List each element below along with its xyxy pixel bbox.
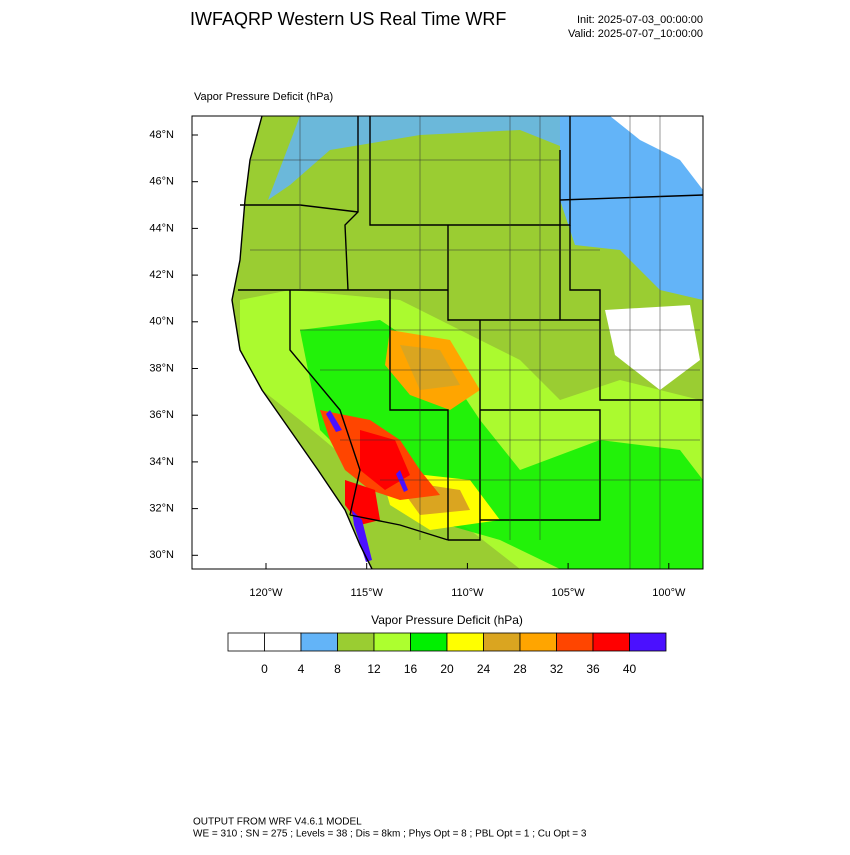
lon-label: 110°W [451,587,484,599]
colorbar-label: 40 [623,662,637,676]
colorbar-label: 8 [334,662,341,676]
lat-label: 34°N [149,456,174,468]
lat-label: 32°N [149,503,174,515]
colorbar-label: 0 [261,662,268,676]
valid-time: Valid: 2025-07-07_10:00:00 [568,28,703,40]
colorbar-title: Vapor Pressure Deficit (hPa) [371,613,523,627]
colorbar-box [519,632,557,652]
colorbar-label: 20 [440,662,454,676]
map [191,115,704,570]
lat-label: 36°N [149,409,174,421]
colorbar-box [556,632,594,652]
colorbar-label: 36 [586,662,600,676]
lat-label: 40°N [149,316,174,328]
footer-line: WE = 310 ; SN = 275 ; Levels = 38 ; Dis … [193,829,587,840]
colorbar-box [337,632,375,652]
colorbar-box [300,632,338,652]
lat-label: 44°N [149,222,174,234]
footer-line: OUTPUT FROM WRF V4.6.1 MODEL [193,817,362,828]
lat-label: 30°N [149,549,174,561]
colorbar-box [373,632,411,652]
colorbar-label: 24 [477,662,491,676]
lon-label: 115°W [351,587,384,599]
lon-label: 105°W [552,587,586,599]
colorbar-box [629,632,667,652]
colorbar-box [483,632,521,652]
title: IWFAQRP Western US Real Time WRF [190,9,506,29]
colorbar-label: 32 [550,662,564,676]
colorbar-label: 16 [404,662,418,676]
lon-label: 120°W [249,587,283,599]
colorbar-label: 4 [298,662,305,676]
colorbar-label: 12 [367,662,381,676]
lon-label: 100°W [652,587,686,599]
lat-label: 42°N [149,269,174,281]
colorbar-box [410,632,448,652]
colorbar-label: 28 [513,662,527,676]
colorbar-box [592,632,630,652]
map-title: Vapor Pressure Deficit (hPa) [194,91,333,103]
init-time: Init: 2025-07-03_00:00:00 [577,14,703,26]
colorbar-box [446,632,484,652]
colorbar-box [227,632,265,652]
lat-label: 38°N [149,362,174,374]
colorbar-box [264,632,302,652]
lat-label: 48°N [149,129,174,141]
lat-label: 46°N [149,176,174,188]
